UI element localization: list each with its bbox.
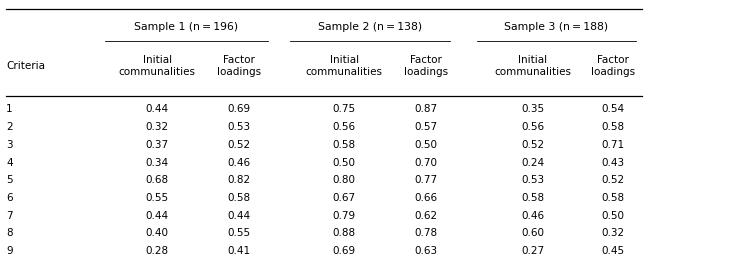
Text: 0.32: 0.32 <box>146 122 168 132</box>
Text: Sample 2 (n = 138): Sample 2 (n = 138) <box>318 22 423 32</box>
Text: Sample 3 (n = 188): Sample 3 (n = 188) <box>504 22 609 32</box>
Text: 0.77: 0.77 <box>415 175 438 185</box>
Text: 0.50: 0.50 <box>602 211 625 221</box>
Text: Factor
loadings: Factor loadings <box>218 55 261 77</box>
Text: 0.88: 0.88 <box>333 228 355 239</box>
Text: 0.78: 0.78 <box>415 228 438 239</box>
Text: 0.43: 0.43 <box>602 157 625 168</box>
Text: 1: 1 <box>6 104 13 114</box>
Text: 6: 6 <box>6 193 13 203</box>
Text: 5: 5 <box>6 175 13 185</box>
Text: 8: 8 <box>6 228 13 239</box>
Text: 0.52: 0.52 <box>228 140 251 150</box>
Text: 0.67: 0.67 <box>333 193 355 203</box>
Text: Initial
communalities: Initial communalities <box>494 55 571 77</box>
Text: 0.55: 0.55 <box>146 193 168 203</box>
Text: Factor
loadings: Factor loadings <box>405 55 448 77</box>
Text: 0.50: 0.50 <box>415 140 438 150</box>
Text: 0.58: 0.58 <box>228 193 251 203</box>
Text: 0.63: 0.63 <box>415 246 438 256</box>
Text: 0.58: 0.58 <box>602 193 625 203</box>
Text: 0.58: 0.58 <box>602 122 625 132</box>
Text: 0.69: 0.69 <box>333 246 355 256</box>
Text: 0.44: 0.44 <box>146 211 168 221</box>
Text: Sample 1 (n = 196): Sample 1 (n = 196) <box>134 22 239 32</box>
Text: 0.53: 0.53 <box>228 122 251 132</box>
Text: 0.70: 0.70 <box>415 157 438 168</box>
Text: 4: 4 <box>6 157 13 168</box>
Text: 0.75: 0.75 <box>333 104 355 114</box>
Text: 0.56: 0.56 <box>333 122 355 132</box>
Text: 0.35: 0.35 <box>521 104 544 114</box>
Text: 0.57: 0.57 <box>415 122 438 132</box>
Text: 0.56: 0.56 <box>521 122 544 132</box>
Text: 0.87: 0.87 <box>415 104 438 114</box>
Text: 0.45: 0.45 <box>602 246 625 256</box>
Text: 0.66: 0.66 <box>415 193 438 203</box>
Text: 0.58: 0.58 <box>333 140 355 150</box>
Text: Initial
communalities: Initial communalities <box>119 55 195 77</box>
Text: 0.44: 0.44 <box>146 104 168 114</box>
Text: 0.71: 0.71 <box>602 140 625 150</box>
Text: 0.62: 0.62 <box>415 211 438 221</box>
Text: 0.52: 0.52 <box>602 175 625 185</box>
Text: Factor
loadings: Factor loadings <box>592 55 635 77</box>
Text: 0.82: 0.82 <box>228 175 251 185</box>
Text: 0.55: 0.55 <box>228 228 251 239</box>
Text: 0.32: 0.32 <box>602 228 625 239</box>
Text: 0.28: 0.28 <box>146 246 168 256</box>
Text: 9: 9 <box>6 246 13 256</box>
Text: 2: 2 <box>6 122 13 132</box>
Text: 0.46: 0.46 <box>228 157 251 168</box>
Text: 3: 3 <box>6 140 13 150</box>
Text: 0.68: 0.68 <box>146 175 168 185</box>
Text: 0.24: 0.24 <box>521 157 544 168</box>
Text: 0.50: 0.50 <box>333 157 355 168</box>
Text: 0.37: 0.37 <box>146 140 168 150</box>
Text: Initial
communalities: Initial communalities <box>306 55 382 77</box>
Text: 0.54: 0.54 <box>602 104 625 114</box>
Text: 0.34: 0.34 <box>146 157 168 168</box>
Text: 0.44: 0.44 <box>228 211 251 221</box>
Text: 0.41: 0.41 <box>228 246 251 256</box>
Text: 7: 7 <box>6 211 13 221</box>
Text: 0.60: 0.60 <box>521 228 544 239</box>
Text: Criteria: Criteria <box>6 61 45 71</box>
Text: 0.53: 0.53 <box>521 175 544 185</box>
Text: 0.27: 0.27 <box>521 246 544 256</box>
Text: 0.52: 0.52 <box>521 140 544 150</box>
Text: 0.80: 0.80 <box>333 175 355 185</box>
Text: 0.58: 0.58 <box>521 193 544 203</box>
Text: 0.69: 0.69 <box>228 104 251 114</box>
Text: 0.40: 0.40 <box>146 228 168 239</box>
Text: 0.79: 0.79 <box>333 211 355 221</box>
Text: 0.46: 0.46 <box>521 211 544 221</box>
